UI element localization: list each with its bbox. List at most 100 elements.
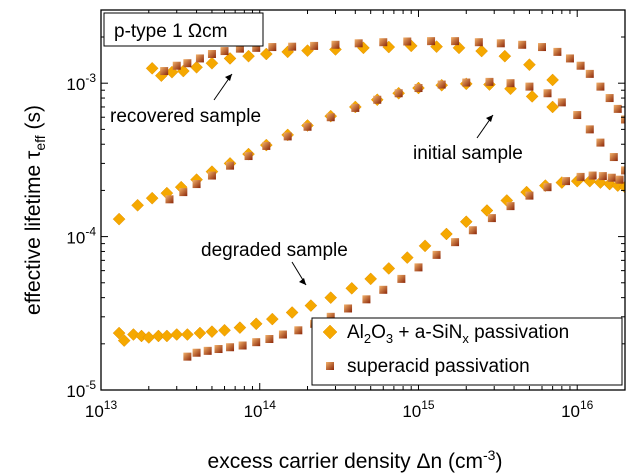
x-tick-label: 1013 bbox=[85, 398, 118, 421]
data-point-degraded bbox=[543, 183, 552, 192]
data-point-initial bbox=[585, 125, 594, 134]
data-point-degraded bbox=[364, 272, 378, 286]
data-point-degraded bbox=[205, 325, 219, 339]
data-point-degraded bbox=[562, 177, 571, 186]
data-point-recovered bbox=[474, 38, 483, 47]
series-1 bbox=[112, 39, 625, 347]
data-point-initial bbox=[192, 180, 201, 189]
arrowhead-recovered bbox=[225, 74, 232, 81]
data-point-degraded bbox=[152, 329, 165, 343]
annotation-recovered: recovered sample bbox=[110, 106, 261, 127]
data-point-recovered bbox=[451, 37, 460, 46]
data-point-initial bbox=[557, 98, 566, 107]
x-tick-label: 1014 bbox=[244, 398, 277, 421]
data-point-initial bbox=[131, 198, 144, 212]
data-point-recovered bbox=[475, 44, 488, 58]
data-point-recovered bbox=[190, 60, 203, 74]
data-point-degraded bbox=[160, 329, 174, 343]
data-point-degraded bbox=[214, 345, 223, 354]
y-axis-title: effective lifetime τeff (s) bbox=[22, 105, 48, 315]
legend-marker-diamond bbox=[322, 324, 338, 340]
data-point-degraded bbox=[459, 215, 473, 229]
data-point-initial bbox=[179, 188, 188, 197]
data-point-degraded bbox=[615, 175, 624, 184]
data-point-initial bbox=[462, 78, 471, 87]
data-point-initial bbox=[506, 79, 515, 88]
legend-box bbox=[311, 317, 623, 386]
data-point-degraded bbox=[203, 346, 212, 355]
data-point-initial bbox=[303, 122, 312, 131]
data-point-degraded bbox=[304, 299, 318, 312]
data-point-recovered bbox=[223, 52, 237, 65]
data-point-initial bbox=[437, 80, 446, 89]
data-point-degraded bbox=[249, 317, 263, 331]
data-point-recovered bbox=[537, 43, 546, 52]
data-point-recovered bbox=[220, 47, 229, 56]
data-point-recovered bbox=[403, 37, 412, 46]
data-point-degraded bbox=[218, 323, 231, 337]
data-point-recovered bbox=[268, 43, 277, 52]
data-point-recovered bbox=[354, 39, 363, 48]
data-point-degraded bbox=[193, 326, 207, 340]
legend-label-al2o3: Al2O3 + a-SiNx passivation bbox=[347, 322, 569, 346]
data-point-degraded bbox=[440, 227, 453, 241]
x-axis-title: excess carrier density Δn (cm-3) bbox=[208, 447, 503, 473]
data-point-degraded bbox=[418, 239, 432, 253]
data-point-initial bbox=[485, 77, 494, 86]
y-tick-label: 10-4 bbox=[66, 225, 96, 248]
data-point-degraded bbox=[192, 348, 201, 357]
data-point-degraded bbox=[362, 295, 371, 304]
data-point-degraded bbox=[181, 328, 194, 341]
annotation-degraded: degraded sample bbox=[201, 240, 348, 261]
data-point-degraded bbox=[379, 285, 388, 294]
data-point-recovered bbox=[195, 54, 204, 63]
data-point-degraded bbox=[487, 214, 496, 223]
axes: 1013 1014 1015 1016 10-5 10-4 10-3 bbox=[66, 9, 626, 421]
legend-marker-square bbox=[326, 362, 334, 370]
data-point-degraded bbox=[576, 172, 585, 181]
data-point-initial bbox=[145, 191, 159, 205]
y-tick-label: 10-3 bbox=[66, 71, 96, 94]
data-point-recovered bbox=[427, 37, 436, 46]
data-point-degraded bbox=[294, 326, 303, 335]
data-point-degraded bbox=[233, 321, 247, 334]
data-point-degraded bbox=[112, 326, 126, 340]
annotation-initial: initial sample bbox=[413, 143, 523, 164]
data-point-recovered bbox=[331, 40, 340, 49]
data-point-initial bbox=[546, 100, 559, 114]
data-point-degraded bbox=[127, 328, 140, 341]
data-point-initial bbox=[351, 103, 360, 112]
data-point-recovered bbox=[621, 115, 625, 124]
plot-frame bbox=[100, 9, 626, 391]
data-point-initial bbox=[543, 89, 552, 98]
data-point-degraded bbox=[598, 172, 607, 181]
sample-label: p-type 1 Ωcm bbox=[114, 21, 227, 42]
data-point-initial bbox=[244, 152, 253, 161]
data-point-recovered bbox=[310, 41, 319, 50]
data-point-recovered bbox=[172, 61, 181, 70]
data-point-degraded bbox=[400, 251, 414, 264]
data-point-initial bbox=[596, 138, 605, 147]
data-point-initial bbox=[326, 113, 335, 122]
x-tick-label: 1015 bbox=[402, 398, 435, 421]
data-point-degraded bbox=[265, 335, 274, 344]
data-point-degraded bbox=[468, 226, 477, 235]
data-point-degraded bbox=[506, 202, 515, 211]
arrowhead-degraded bbox=[299, 278, 306, 285]
y-tick-label: 10-5 bbox=[66, 378, 96, 401]
data-point-degraded bbox=[252, 338, 261, 347]
data-point-degraded bbox=[451, 238, 460, 247]
data-point-recovered bbox=[565, 54, 574, 63]
data-point-degraded bbox=[382, 262, 396, 275]
data-point-degraded bbox=[326, 312, 335, 321]
data-point-degraded bbox=[345, 281, 359, 295]
legend-label-superacid: superacid passivation bbox=[347, 356, 530, 377]
data-point-degraded bbox=[170, 328, 184, 341]
data-point-recovered bbox=[553, 47, 562, 56]
data-point-recovered bbox=[498, 49, 512, 63]
data-point-initial bbox=[621, 166, 625, 175]
data-point-initial bbox=[262, 141, 271, 150]
data-point-recovered bbox=[145, 61, 159, 75]
data-point-degraded bbox=[397, 274, 406, 283]
data-point-initial bbox=[394, 89, 403, 98]
